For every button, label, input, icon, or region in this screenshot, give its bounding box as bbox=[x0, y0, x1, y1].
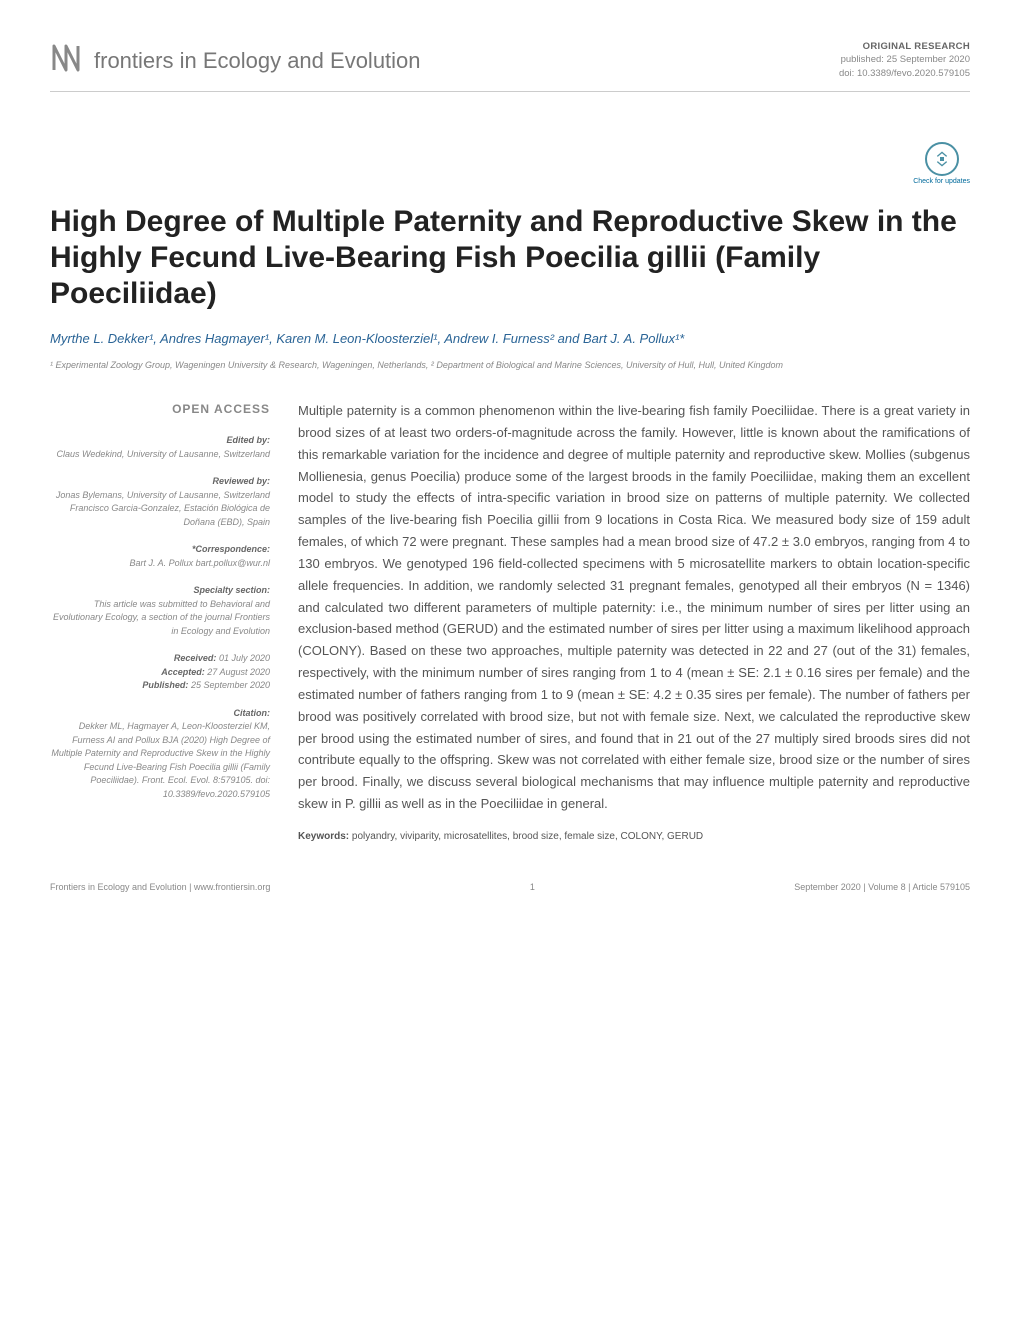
published-label: Published: bbox=[142, 680, 188, 690]
frontiers-logo-icon bbox=[50, 40, 86, 81]
open-access-label: OPEN ACCESS bbox=[50, 400, 270, 418]
journal-name: frontiers in Ecology and Evolution bbox=[94, 48, 421, 74]
footer-page-number: 1 bbox=[530, 882, 535, 892]
citation-text: Dekker ML, Hagmayer A, Leon-Kloosterziel… bbox=[50, 720, 270, 801]
specialty-text: This article was submitted to Behavioral… bbox=[50, 598, 270, 639]
check-updates-icon bbox=[925, 142, 959, 176]
footer-left: Frontiers in Ecology and Evolution | www… bbox=[50, 882, 270, 892]
specialty-section: Specialty section: This article was subm… bbox=[50, 584, 270, 638]
specialty-label: Specialty section: bbox=[50, 584, 270, 598]
page-header: frontiers in Ecology and Evolution ORIGI… bbox=[50, 40, 970, 92]
received-label: Received: bbox=[174, 653, 217, 663]
article-type: ORIGINAL RESEARCH bbox=[839, 40, 970, 53]
page-footer: Frontiers in Ecology and Evolution | www… bbox=[50, 882, 970, 892]
authors-list: Myrthe L. Dekker¹, Andres Hagmayer¹, Kar… bbox=[50, 330, 970, 348]
check-updates-block: Check for updates bbox=[50, 142, 970, 186]
citation-label: Citation: bbox=[50, 707, 270, 721]
footer-journal-link[interactable]: Frontiers in Ecology and Evolution | www… bbox=[50, 882, 270, 892]
correspondence-section: *Correspondence: Bart J. A. Pollux bart.… bbox=[50, 543, 270, 570]
reviewed-by-text: Jonas Bylemans, University of Lausanne, … bbox=[50, 489, 270, 530]
citation-section: Citation: Dekker ML, Hagmayer A, Leon-Kl… bbox=[50, 707, 270, 802]
affiliations: ¹ Experimental Zoology Group, Wageningen… bbox=[50, 359, 970, 373]
received-date: 01 July 2020 bbox=[219, 653, 270, 663]
reviewed-by-label: Reviewed by: bbox=[50, 475, 270, 489]
keywords-text: polyandry, viviparity, microsatellites, … bbox=[352, 831, 703, 842]
published-date: published: 25 September 2020 bbox=[839, 53, 970, 66]
footer-right: September 2020 | Volume 8 | Article 5791… bbox=[794, 882, 970, 892]
correspondence-label: *Correspondence: bbox=[50, 543, 270, 557]
doi-link[interactable]: doi: 10.3389/fevo.2020.579105 bbox=[839, 68, 970, 79]
accepted-label: Accepted: bbox=[161, 667, 205, 677]
correspondence-text: Bart J. A. Pollux bart.pollux@wur.nl bbox=[50, 557, 270, 571]
edited-by-label: Edited by: bbox=[50, 434, 270, 448]
main-content: Multiple paternity is a common phenomeno… bbox=[298, 400, 970, 842]
check-updates-badge[interactable]: Check for updates bbox=[913, 142, 970, 186]
article-title: High Degree of Multiple Paternity and Re… bbox=[50, 204, 970, 312]
journal-logo-block: frontiers in Ecology and Evolution bbox=[50, 40, 421, 81]
edited-by-section: Edited by: Claus Wedekind, University of… bbox=[50, 434, 270, 461]
abstract-text: Multiple paternity is a common phenomeno… bbox=[298, 400, 970, 815]
accepted-date: 27 August 2020 bbox=[207, 667, 270, 677]
keywords-label: Keywords: bbox=[298, 831, 349, 842]
check-updates-label: Check for updates bbox=[913, 178, 970, 186]
published-date-sidebar: 25 September 2020 bbox=[191, 680, 270, 690]
edited-by-text: Claus Wedekind, University of Lausanne, … bbox=[50, 448, 270, 462]
dates-section: Received: 01 July 2020 Accepted: 27 Augu… bbox=[50, 652, 270, 693]
header-meta: ORIGINAL RESEARCH published: 25 Septembe… bbox=[839, 40, 970, 80]
reviewed-by-section: Reviewed by: Jonas Bylemans, University … bbox=[50, 475, 270, 529]
article-sidebar: OPEN ACCESS Edited by: Claus Wedekind, U… bbox=[50, 400, 270, 815]
keywords-line: Keywords: polyandry, viviparity, microsa… bbox=[298, 831, 970, 842]
